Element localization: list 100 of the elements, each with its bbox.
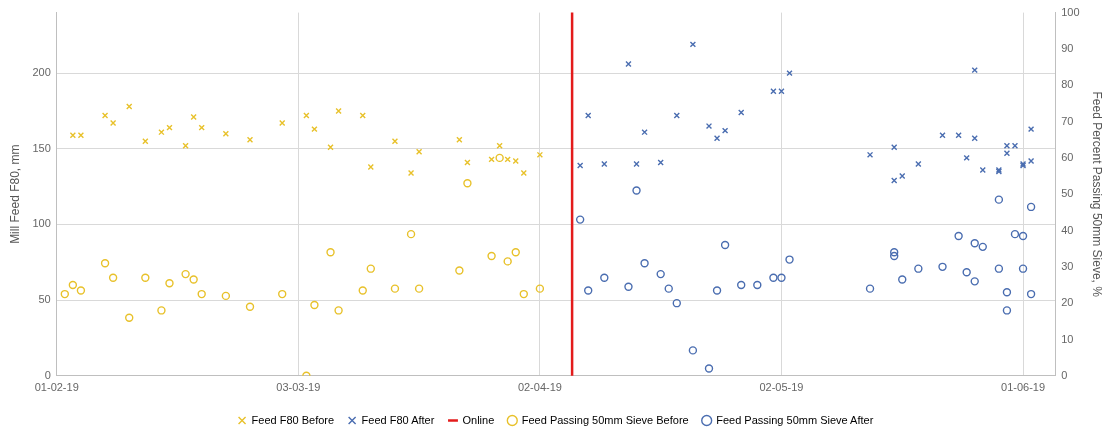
point [954,231,963,241]
point [455,266,464,275]
point [335,107,342,115]
point [737,280,746,290]
point [303,112,310,119]
point [624,282,633,292]
point [963,154,970,162]
point [142,138,149,145]
point [672,298,681,308]
point [633,160,640,168]
y-axis-title: Mill Feed F80, mm [7,144,22,244]
point [641,128,648,136]
y2-tick-label: 50 [1061,187,1074,200]
point [182,142,189,149]
point [245,302,255,311]
point [721,127,729,134]
point [511,248,520,257]
point [503,257,512,266]
point [1010,229,1020,239]
point [785,255,794,264]
legend-label: Online [462,413,495,426]
point [278,289,287,299]
y2-tick-label: 40 [1061,223,1074,236]
point [1018,231,1028,241]
point [1011,142,1019,149]
point [310,300,319,310]
y-tick-label: 0 [44,368,51,381]
point [656,269,665,279]
point [738,109,745,116]
y2-tick-label: 10 [1061,332,1074,345]
x-tick-label: 02-04-19 [517,381,562,394]
point [899,172,906,180]
point [1002,288,1012,297]
point [890,251,899,261]
point [125,313,134,322]
point [898,275,907,284]
point [673,112,680,119]
point [109,119,117,127]
point [126,103,133,110]
point [994,264,1004,273]
y2-tick-label: 80 [1061,78,1074,91]
point [158,128,165,136]
point [221,291,231,301]
point [979,166,986,174]
point [657,159,664,166]
point [415,148,423,155]
point [994,195,1004,204]
point [512,157,519,165]
point [705,122,713,130]
point [496,142,503,149]
y2-tick-label: 30 [1061,259,1074,272]
point [77,132,85,139]
point [777,273,786,282]
point [359,112,366,119]
point [955,132,962,139]
point [891,177,898,184]
point [938,262,947,272]
legend-label: Feed F80 Before [251,413,335,426]
point [181,269,190,279]
point [504,156,511,163]
point [625,60,632,68]
point [939,132,946,139]
point [197,289,206,299]
point [246,136,254,143]
point [519,289,528,299]
point [1026,202,1036,212]
point [753,280,762,290]
y2-tick-label: 0 [1061,368,1068,381]
point [688,346,698,355]
point [141,273,150,282]
x-tick-label: 01-02-19 [34,381,79,394]
point [76,286,86,295]
point [970,239,979,248]
point [279,119,286,127]
point [970,277,979,286]
legend-label: Feed Passing 50mm Sieve Before [521,413,689,426]
point [414,284,424,293]
point [704,364,714,373]
point [190,113,197,121]
point [520,169,527,177]
point [1002,306,1012,315]
point [600,273,609,282]
point [770,88,777,95]
point [865,284,875,293]
point [575,215,585,224]
point [327,144,334,151]
point [601,160,608,168]
point [334,306,343,315]
point [866,151,874,159]
point [391,138,399,145]
point [890,248,899,257]
point [101,112,109,119]
legend-label: Feed Passing 50mm Sieve After [716,413,874,426]
point [198,124,205,131]
point [326,248,335,257]
point [778,88,785,95]
x-tick-label: 03-03-19 [276,381,321,394]
point [390,284,400,293]
y2-tick-label: 100 [1061,5,1080,18]
point [311,125,318,133]
